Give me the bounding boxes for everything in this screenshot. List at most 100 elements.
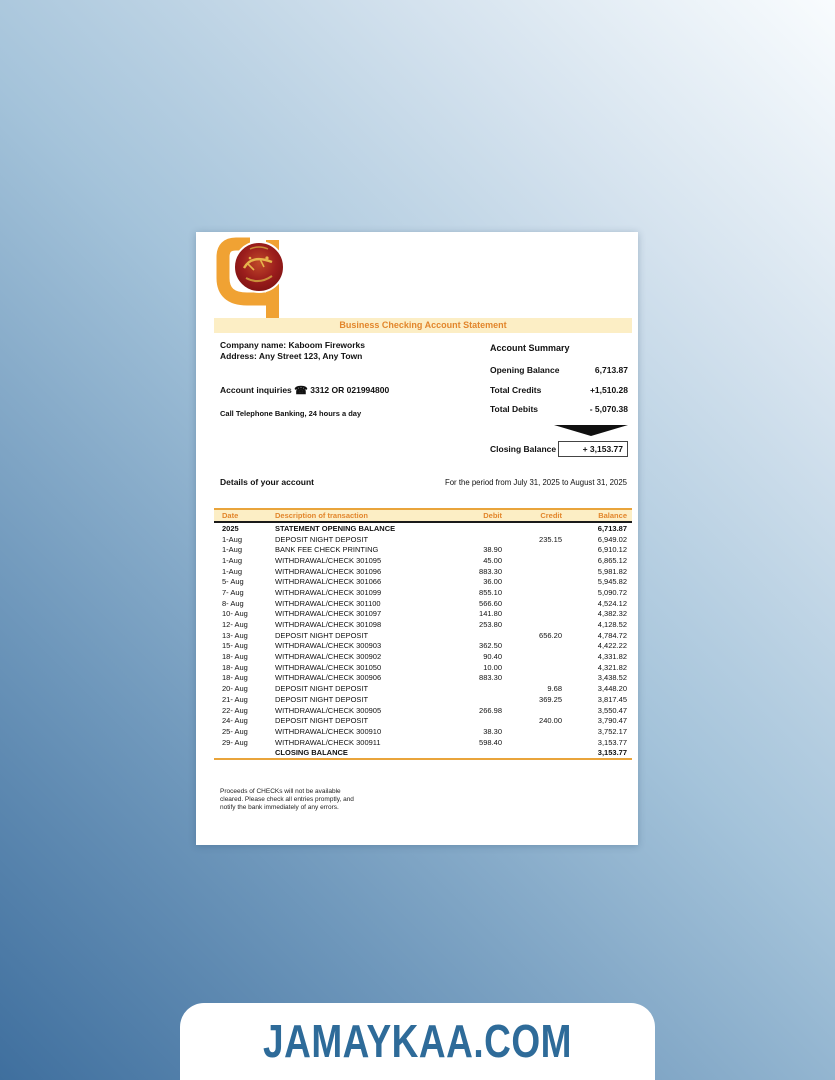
- cell-date: 2025: [222, 523, 239, 533]
- cell-credit: 369.25: [539, 694, 562, 704]
- cell-description: WITHDRAWAL/CHECK 301066: [275, 577, 382, 587]
- table-row: 10- Aug WITHDRAWAL/CHECK 301097 141.80 4…: [214, 609, 632, 620]
- cell-balance: 4,382.32: [597, 609, 627, 619]
- cell-balance: 5,945.82: [597, 577, 627, 587]
- opening-balance-row: Opening Balance 6,713.87: [490, 366, 628, 375]
- cell-debit: 90.40: [483, 652, 502, 662]
- cell-balance: 6,865.12: [597, 555, 627, 565]
- company-address-line: Address: Any Street 123, Any Town: [220, 351, 363, 361]
- cell-balance: 3,448.20: [597, 684, 627, 694]
- table-row: 15- Aug WITHDRAWAL/CHECK 300903 362.50 4…: [214, 641, 632, 652]
- cell-date: 1-Aug: [222, 545, 243, 555]
- cell-description: WITHDRAWAL/CHECK 300910: [275, 726, 382, 736]
- cell-description: STATEMENT OPENING BALANCE: [275, 523, 396, 533]
- arrow-down-icon: [554, 424, 628, 436]
- column-header-credit: Credit: [540, 511, 562, 520]
- cell-date: 18- Aug: [222, 662, 248, 672]
- cell-date: 21- Aug: [222, 694, 248, 704]
- footnote-line: notify the bank immediately of any error…: [220, 804, 339, 811]
- cell-credit: 9.68: [547, 684, 562, 694]
- transactions-body: 2025 STATEMENT OPENING BALANCE 6,713.87 …: [214, 523, 632, 761]
- cell-date: 10- Aug: [222, 609, 248, 619]
- cell-balance: 4,784.72: [597, 630, 627, 640]
- cell-date: 1-Aug: [222, 566, 243, 576]
- table-row: 2025 STATEMENT OPENING BALANCE 6,713.87: [214, 523, 632, 534]
- details-header-row: Details of your account For the period f…: [220, 477, 627, 487]
- account-inquiries-numbers: 3312 OR 021994800: [310, 385, 390, 395]
- cell-date: 5- Aug: [222, 577, 244, 587]
- telephone-banking-line: Call Telephone Banking, 24 hours a day: [220, 409, 362, 418]
- cell-description: CLOSING BALANCE: [275, 748, 348, 758]
- company-name-line: Company name: Kaboom Fireworks: [220, 340, 366, 350]
- table-row: 20- Aug DEPOSIT NIGHT DEPOSIT 9.68 3,448…: [214, 683, 632, 694]
- cell-balance: 3,752.17: [597, 726, 627, 736]
- cell-date: 25- Aug: [222, 726, 248, 736]
- column-header-date: Date: [222, 511, 239, 520]
- cell-description: WITHDRAWAL/CHECK 300905: [275, 705, 382, 715]
- cell-date: 8- Aug: [222, 598, 244, 608]
- table-row: 25- Aug WITHDRAWAL/CHECK 300910 38.30 3,…: [214, 726, 632, 737]
- table-row: 18- Aug WITHDRAWAL/CHECK 301050 10.00 4,…: [214, 662, 632, 673]
- footnote-line: Proceeds of CHECKs will not be available: [220, 788, 341, 795]
- account-inquiries-label: Account inquiries: [220, 385, 292, 395]
- cell-balance: 3,790.47: [597, 716, 627, 726]
- cell-description: DEPOSIT NIGHT DEPOSIT: [275, 684, 369, 694]
- cell-description: WITHDRAWAL/CHECK 301096: [275, 566, 382, 576]
- cell-date: 18- Aug: [222, 652, 248, 662]
- cell-balance: 4,321.82: [597, 662, 627, 672]
- cell-description: DEPOSIT NIGHT DEPOSIT: [275, 534, 369, 544]
- closing-balance-label: Closing Balance: [490, 443, 557, 454]
- statement-title: Business Checking Account Statement: [214, 318, 632, 333]
- table-row: 24- Aug DEPOSIT NIGHT DEPOSIT 240.00 3,7…: [214, 715, 632, 726]
- cell-balance: 3,153.77: [597, 748, 627, 758]
- cell-debit: 598.40: [479, 737, 502, 747]
- cell-date: 18- Aug: [222, 673, 248, 683]
- cell-date: 29- Aug: [222, 737, 248, 747]
- transactions-table: Date Description of transaction Debit Cr…: [214, 508, 632, 761]
- cell-description: DEPOSIT NIGHT DEPOSIT: [275, 694, 369, 704]
- cell-date: 22- Aug: [222, 705, 248, 715]
- footnote: Proceeds of CHECKs will not be available…: [220, 788, 354, 812]
- cell-date: 7- Aug: [222, 587, 244, 597]
- table-row: 21- Aug DEPOSIT NIGHT DEPOSIT 369.25 3,8…: [214, 694, 632, 705]
- cell-date: 20- Aug: [222, 684, 248, 694]
- cell-debit: 141.80: [479, 609, 502, 619]
- closing-balance-value: + 3,153.77: [558, 440, 628, 457]
- cell-debit: 36.00: [483, 577, 502, 587]
- account-inquiries-line: Account inquiries ☎ 3312 OR 021994800: [220, 384, 389, 397]
- total-credits-row: Total Credits +1,510.28: [490, 385, 628, 395]
- cell-description: DEPOSIT NIGHT DEPOSIT: [275, 716, 369, 726]
- account-summary-heading: Account Summary: [490, 343, 570, 353]
- cell-balance: 3,438.52: [597, 673, 627, 683]
- watermark-site-text: JAMAYKAA.COM: [263, 1015, 572, 1067]
- cell-date: 1-Aug: [222, 555, 243, 565]
- cell-description: WITHDRAWAL/CHECK 301095: [275, 555, 382, 565]
- table-row: 1-Aug DEPOSIT NIGHT DEPOSIT 235.15 6,949…: [214, 534, 632, 545]
- cell-date: 13- Aug: [222, 630, 248, 640]
- cell-debit: 883.30: [479, 566, 502, 576]
- table-row: CLOSING BALANCE 3,153.77: [214, 747, 632, 758]
- cell-description: WITHDRAWAL/CHECK 301099: [275, 587, 382, 597]
- cell-debit: 883.30: [479, 673, 502, 683]
- table-row: 13- Aug DEPOSIT NIGHT DEPOSIT 656.20 4,7…: [214, 630, 632, 641]
- column-header-description: Description of transaction: [275, 511, 368, 520]
- cell-description: DEPOSIT NIGHT DEPOSIT: [275, 630, 369, 640]
- statement-page: Business Checking Account Statement Comp…: [196, 232, 638, 845]
- opening-balance-value: 6,713.87: [594, 365, 628, 375]
- cell-description: WITHDRAWAL/CHECK 301097: [275, 609, 382, 619]
- total-debits-label: Total Debits: [490, 404, 539, 414]
- cell-debit: 855.10: [479, 587, 502, 597]
- cell-description: BANK FEE CHECK PRINTING: [275, 545, 379, 555]
- table-row: 1-Aug WITHDRAWAL/CHECK 301096 883.30 5,9…: [214, 566, 632, 577]
- bank-emblem-icon: [233, 241, 285, 293]
- column-header-balance: Balance: [598, 511, 627, 520]
- table-row: 18- Aug WITHDRAWAL/CHECK 300902 90.40 4,…: [214, 651, 632, 662]
- table-row: 8- Aug WITHDRAWAL/CHECK 301100 566.60 4,…: [214, 598, 632, 609]
- cell-credit: 240.00: [539, 716, 562, 726]
- cell-balance: 4,331.82: [597, 652, 627, 662]
- bank-logo-icon: [216, 237, 285, 321]
- cell-debit: 45.00: [483, 555, 502, 565]
- cell-balance: 5,981.82: [597, 566, 627, 576]
- cell-description: WITHDRAWAL/CHECK 301100: [275, 598, 381, 608]
- table-header-row: Date Description of transaction Debit Cr…: [214, 508, 632, 523]
